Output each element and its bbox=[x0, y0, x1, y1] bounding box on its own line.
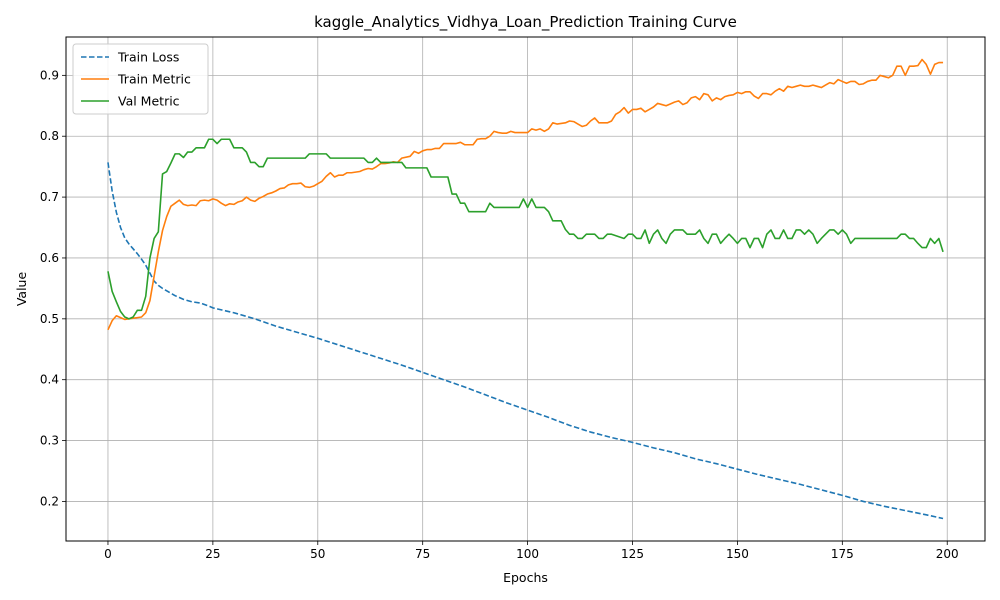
series-layer bbox=[107, 58, 944, 520]
x-axis-label: Epochs bbox=[503, 570, 548, 585]
x-tick-label: 150 bbox=[726, 547, 749, 561]
x-tick-label: 175 bbox=[831, 547, 854, 561]
y-tick-label: 0.5 bbox=[40, 312, 59, 326]
x-tick-label: 0 bbox=[104, 547, 112, 561]
x-tick-label: 25 bbox=[205, 547, 220, 561]
legend-box bbox=[72, 43, 209, 115]
x-tick-label: 200 bbox=[936, 547, 959, 561]
y-tick-label: 0.4 bbox=[40, 373, 59, 387]
ticks: 0 25 50 75 100 125 150 175 200 0.2 0.3 0.4 0.5 0.6 0.7… bbox=[40, 68, 959, 561]
y-tick-label: 0.8 bbox=[40, 129, 59, 143]
train-loss-line bbox=[107, 162, 944, 520]
y-tick-label: 0.6 bbox=[40, 251, 59, 265]
y-axis-label: Value bbox=[14, 272, 29, 307]
x-tick-label: 75 bbox=[415, 547, 430, 561]
chart-title: kaggle_Analytics_Vidhya_Loan_Prediction … bbox=[314, 13, 737, 32]
y-tick-label: 0.7 bbox=[40, 190, 59, 204]
train-metric-legend-label: Train Metric bbox=[117, 72, 191, 87]
train-loss-legend-label: Train Loss bbox=[117, 50, 179, 65]
y-tick-label: 0.3 bbox=[40, 434, 59, 448]
y-tick-label: 0.9 bbox=[40, 68, 59, 82]
x-tick-label: 125 bbox=[621, 547, 644, 561]
legend: Train Loss Train Metric Val Metric bbox=[72, 43, 209, 115]
val-metric-line bbox=[107, 138, 944, 320]
x-tick-label: 50 bbox=[310, 547, 325, 561]
val-metric-legend-label: Val Metric bbox=[118, 94, 180, 109]
train-metric-line bbox=[107, 58, 944, 331]
x-tick-label: 100 bbox=[516, 547, 539, 561]
plot-area-frame bbox=[65, 36, 986, 542]
y-tick-label: 0.2 bbox=[40, 494, 59, 508]
grid bbox=[66, 37, 985, 541]
